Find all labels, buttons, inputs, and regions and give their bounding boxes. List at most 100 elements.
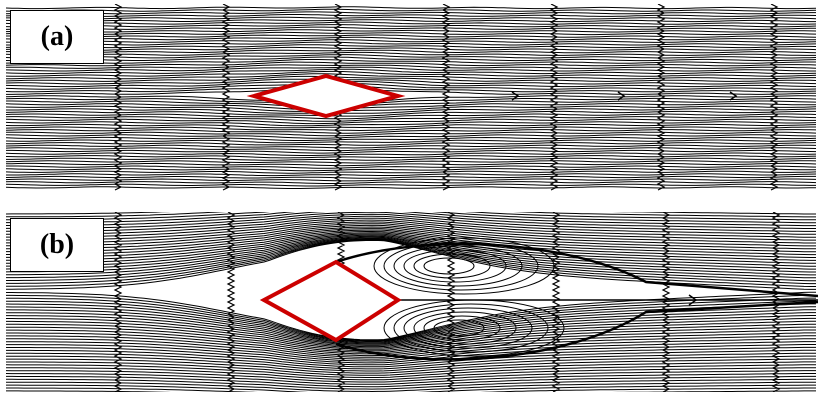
streamline — [6, 11, 816, 15]
streamline — [6, 300, 816, 342]
streamline — [6, 24, 817, 28]
streamline — [6, 44, 817, 49]
streamline — [6, 355, 816, 372]
streamline — [6, 212, 816, 224]
streamline — [6, 375, 816, 388]
streamline — [6, 238, 816, 282]
streamline — [6, 235, 816, 273]
streamline — [6, 129, 817, 134]
streamline — [6, 116, 817, 122]
shear-layer-lower — [335, 300, 818, 361]
streamline — [6, 387, 816, 392]
streamline — [6, 213, 816, 232]
streamline — [6, 14, 817, 17]
streamline — [6, 326, 816, 353]
streamline — [6, 66, 816, 72]
streamline — [6, 346, 816, 366]
streamline — [6, 162, 817, 167]
streamline — [6, 75, 817, 82]
seed-column — [551, 212, 561, 392]
streamline — [6, 183, 816, 187]
streamline — [6, 39, 817, 43]
streamline — [6, 228, 816, 256]
streamlines-b — [6, 212, 818, 392]
lower-vortex-ring — [393, 303, 549, 353]
panel-label-a: (a) — [10, 10, 104, 64]
streamline — [6, 36, 817, 41]
streamline — [6, 108, 817, 114]
streamline — [6, 61, 817, 67]
streamline — [6, 361, 816, 376]
upper-vortex-ring — [413, 253, 491, 279]
streamline — [6, 338, 816, 360]
flow-arrow — [511, 91, 520, 101]
seed-column — [446, 212, 456, 392]
seed-column — [226, 212, 236, 392]
streamline — [6, 212, 816, 227]
streamline — [6, 139, 817, 144]
upper-vortex-ring — [393, 245, 523, 287]
streamline — [6, 236, 816, 276]
streamline — [6, 378, 816, 390]
streamline — [6, 147, 817, 152]
streamline — [6, 26, 817, 30]
seed-column — [221, 4, 231, 191]
streamline — [6, 51, 816, 56]
streamline — [6, 315, 816, 348]
streamline — [6, 49, 817, 54]
streamline — [6, 390, 816, 392]
lower-vortex-ring — [413, 311, 517, 345]
streamline — [6, 68, 817, 75]
streamline — [6, 384, 816, 392]
seed-column — [771, 212, 781, 392]
streamline — [6, 100, 817, 108]
streamline — [6, 84, 817, 93]
streamline — [6, 219, 816, 241]
streamline — [6, 221, 816, 244]
streamline — [6, 212, 816, 229]
upper-vortex-ring — [403, 249, 507, 283]
streamline — [6, 134, 816, 139]
flow-arrow — [617, 91, 626, 101]
streamline — [6, 297, 816, 342]
streamline — [6, 56, 817, 62]
streamline — [6, 232, 816, 264]
upper-vortex-ring — [383, 241, 539, 291]
streamline — [6, 233, 816, 267]
streamline — [6, 144, 817, 149]
streamline — [6, 70, 817, 77]
streamline — [6, 113, 817, 120]
streamline — [6, 215, 816, 235]
streamline — [6, 165, 817, 169]
seed-column — [656, 4, 666, 191]
lower-vortex-ring — [383, 299, 565, 357]
streamline — [6, 332, 816, 357]
streamline — [6, 229, 816, 258]
streamline — [6, 118, 816, 125]
streamline — [6, 344, 816, 364]
streamline — [6, 126, 816, 132]
streamline — [6, 121, 817, 127]
seed-column — [661, 212, 671, 392]
streamline — [6, 54, 817, 59]
streamline — [6, 41, 817, 46]
streamline — [6, 142, 817, 146]
streamline — [6, 103, 817, 110]
rhombus-body-b — [259, 259, 402, 343]
streamline — [6, 105, 817, 112]
streamline — [6, 234, 816, 270]
streamlines-a — [6, 4, 817, 191]
streamline — [6, 157, 817, 161]
flow-arrow — [729, 91, 738, 101]
streamline — [6, 186, 817, 189]
streamline — [6, 168, 816, 172]
streamline — [6, 312, 816, 346]
streamline — [6, 381, 816, 392]
streamline — [6, 306, 816, 344]
upper-vortex-ring — [423, 257, 475, 275]
streamline — [6, 367, 816, 381]
streamline-plot-b — [6, 212, 818, 392]
streamline — [6, 291, 816, 341]
seed-column — [113, 212, 123, 392]
streamline — [6, 78, 817, 85]
